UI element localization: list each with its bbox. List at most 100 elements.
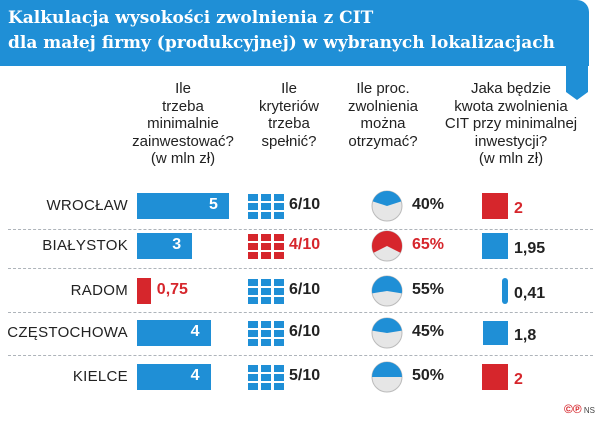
header-line: spełnić? [261, 132, 317, 150]
title-line-1: Kalkulacja wysokości zwolnienia z CIT [8, 8, 374, 28]
header-line: zainwestować? [132, 132, 234, 150]
criteria-cell [261, 297, 271, 304]
header-line: otrzymać? [348, 132, 418, 150]
header-line: (w mln zł) [478, 150, 544, 167]
amount-square [502, 278, 508, 304]
criteria-cell [274, 383, 284, 390]
criteria-cell [261, 279, 271, 286]
header-line: minimalnie [147, 115, 219, 132]
amount-value: 0,41 [514, 285, 546, 302]
amount-value: 2 [514, 200, 523, 217]
criteria-cell [261, 374, 271, 381]
criteria-cell [261, 365, 271, 372]
criteria-cell [261, 252, 271, 259]
percent-value: 50% [412, 367, 445, 384]
criteria-value: 4/10 [289, 236, 321, 253]
percent-pie [371, 317, 403, 349]
investment-value: 4 [190, 367, 200, 384]
column-header-percent: Ile proc. zwolnienia można otrzymać? [303, 80, 463, 150]
criteria-cell [274, 279, 284, 286]
investment-value: 5 [209, 196, 218, 213]
investment-value: 3 [172, 236, 182, 253]
criteria-cell [248, 203, 258, 210]
pie-slice [372, 362, 402, 377]
criteria-cell [248, 374, 258, 381]
percent-value: 45% [412, 323, 445, 340]
investment-bar [137, 193, 229, 219]
copyright-mark: ©℗ [563, 402, 582, 416]
criteria-value: 6/10 [289, 281, 321, 298]
header-line: zwolnienia [347, 97, 419, 115]
criteria-cell [248, 297, 258, 304]
amount-square [482, 364, 508, 390]
header-line: Ile proc. [356, 80, 410, 97]
pie-slice [372, 191, 402, 206]
criteria-cell [248, 365, 258, 372]
investment-bar [137, 278, 151, 304]
criteria-cell [248, 339, 258, 346]
header-line: (w mln zł) [150, 150, 216, 167]
criteria-cell [261, 321, 271, 328]
criteria-cell [248, 252, 258, 259]
header-line: Ile [175, 80, 191, 97]
criteria-cell [274, 212, 284, 219]
criteria-cell [274, 203, 284, 210]
header-line: można [360, 115, 406, 132]
amount-square [483, 320, 508, 346]
criteria-cell [274, 194, 284, 201]
criteria-value: 6/10 [289, 323, 321, 340]
criteria-cell [261, 194, 271, 201]
city-label: BIAŁYSTOK [42, 237, 128, 254]
percent-value: 40% [412, 196, 445, 213]
criteria-cell [248, 288, 258, 295]
investment-bar [137, 320, 211, 346]
criteria-cell [274, 365, 284, 372]
header-line: trzeba [162, 97, 204, 115]
criteria-cell [248, 321, 258, 328]
criteria-cell [274, 374, 284, 381]
investment-value: 4 [190, 323, 200, 340]
criteria-cell [261, 234, 271, 241]
amount-value: 1,8 [514, 327, 537, 344]
author-initials: NS [583, 406, 595, 415]
pie-slice [372, 276, 402, 294]
pie-slice [372, 318, 402, 333]
column-header-investment: Ile trzeba minimalnie zainwestować? (w mln z… [103, 80, 263, 168]
criteria-value: 6/10 [289, 196, 321, 213]
header-line: Jaka będzie [470, 80, 552, 97]
chart-title: Kalkulacja wysokości zwolnienia z CIT dl… [8, 6, 555, 56]
city-label: RADOM [70, 282, 128, 299]
footer: ©℗ NS [564, 402, 595, 416]
row-separator [8, 355, 593, 356]
criteria-cell [274, 297, 284, 304]
percent-pie [371, 361, 403, 393]
criteria-cell [274, 252, 284, 259]
criteria-cell [248, 212, 258, 219]
amount-square [482, 233, 508, 259]
city-label: WROCŁAW [46, 197, 128, 214]
header-banner: Kalkulacja wysokości zwolnienia z CIT dl… [0, 0, 589, 66]
percent-value: 55% [412, 281, 445, 298]
criteria-cell [261, 383, 271, 390]
criteria-cell [248, 243, 258, 250]
city-label: CZĘSTOCHOWA [7, 324, 128, 341]
city-label: KIELCE [72, 368, 128, 385]
amount-square [482, 193, 508, 219]
criteria-cell [274, 339, 284, 346]
investment-value: 0,75 [156, 281, 188, 298]
header-line: inwestycji? [474, 132, 548, 150]
criteria-cell [261, 203, 271, 210]
column-header-criteria: Ile kryteriów trzeba spełnić? [209, 80, 369, 150]
criteria-cell [274, 321, 284, 328]
header-flag [566, 66, 588, 100]
percent-pie [371, 275, 403, 307]
criteria-cell [248, 234, 258, 241]
pie-slice [372, 231, 402, 253]
criteria-cell [261, 330, 271, 337]
criteria-value: 5/10 [289, 367, 321, 384]
criteria-cell [261, 243, 271, 250]
investment-bar [137, 364, 211, 390]
header-line: kwota zwolnienia [454, 97, 568, 115]
title-line-2: dla małej firmy (produkcyjnej) w wybrany… [8, 33, 555, 53]
column-header-amount: Jaka będzie kwota zwolnienia CIT przy mini… [431, 80, 591, 168]
